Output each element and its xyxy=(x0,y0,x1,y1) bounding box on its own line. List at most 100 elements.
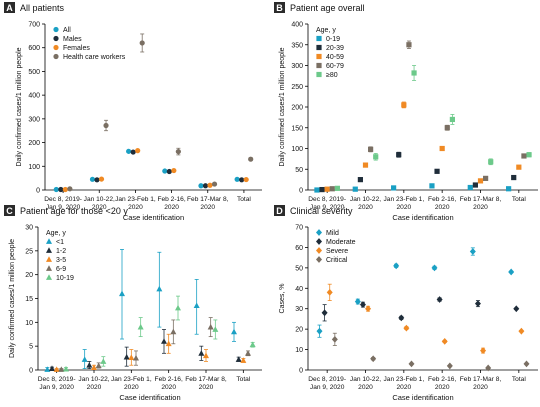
legend-label: Severe xyxy=(326,248,348,255)
x-tick-label: Jan 10-22, xyxy=(350,376,381,383)
data-point xyxy=(431,264,438,272)
data-point xyxy=(49,365,55,371)
panel-b: B Patient age overall 0 50 100 150 200 250 300 35… xyxy=(274,2,538,222)
y-tick-label: 700 xyxy=(28,22,40,29)
legend: All Males Females Health care workers xyxy=(53,26,126,61)
data-point xyxy=(436,296,443,303)
panel-title: Clinical severity xyxy=(290,206,353,216)
panel-title: Patient age for those <20 y xyxy=(20,206,128,216)
legend: Mild Moderate Severe Critical xyxy=(316,229,356,264)
legend-marker xyxy=(316,53,322,60)
data-point xyxy=(483,175,489,181)
data-point xyxy=(243,176,249,183)
y-axis-title: Daily confirmed cases/1 million people xyxy=(9,239,16,358)
data-point xyxy=(53,186,59,193)
y-tick-label: 250 xyxy=(291,84,303,91)
data-point xyxy=(245,350,251,356)
y-tick-label: 30 xyxy=(295,306,303,313)
data-point xyxy=(488,159,494,165)
x-tick-label: Feb 2-16, xyxy=(428,196,456,203)
data-point xyxy=(373,154,379,160)
legend-label: Females xyxy=(63,45,90,52)
series-severe xyxy=(326,283,525,354)
data-point xyxy=(368,146,374,152)
data-point xyxy=(314,187,320,193)
series-critical xyxy=(331,332,530,372)
panel-badge xyxy=(274,205,285,216)
data-point xyxy=(467,184,473,191)
data-point xyxy=(119,290,125,297)
x-tick-label: Jan 23-Feb 1, xyxy=(383,376,424,383)
data-point xyxy=(165,340,172,347)
data-point xyxy=(352,186,358,192)
legend-marker xyxy=(46,265,52,271)
data-point xyxy=(175,304,181,311)
data-point xyxy=(408,360,415,368)
y-tick-label: 0 xyxy=(299,368,303,375)
data-point xyxy=(62,186,68,193)
x-tick-label: 2020 xyxy=(358,384,373,391)
x-tick-label: Feb 17-Mar 8, xyxy=(460,376,502,383)
y-axis-title: Daily confirmed cases/1 million people xyxy=(16,47,23,166)
data-point xyxy=(444,125,450,131)
legend-label: 6-9 xyxy=(56,266,66,273)
legend: Age, y 0-19 20-39 40-59 60-79 ≥80 xyxy=(316,27,344,79)
data-point xyxy=(429,183,435,189)
legend-marker xyxy=(46,238,52,244)
data-point xyxy=(130,149,136,155)
data-point xyxy=(518,327,525,335)
data-point xyxy=(396,152,402,158)
y-tick-label: 5 xyxy=(29,344,33,351)
x-tick-label: 2020 xyxy=(435,204,450,211)
legend-label: <1 xyxy=(56,239,64,246)
series-40-59 xyxy=(324,101,522,192)
data-point xyxy=(521,153,527,159)
data-point xyxy=(58,186,64,193)
data-point xyxy=(44,366,51,372)
y-tick-label: 60 xyxy=(295,245,303,252)
x-axis-title: Case identification xyxy=(392,393,453,402)
data-point xyxy=(128,354,135,361)
data-point xyxy=(523,360,530,368)
x-axis-title: Case identification xyxy=(123,213,184,222)
legend-label: All xyxy=(63,27,71,34)
x-tick-label: Jan 9, 2020 xyxy=(39,384,74,391)
x-tick-label: 2020 xyxy=(200,204,215,211)
x-tick-label: Feb 17-Mar 8, xyxy=(460,196,502,203)
x-tick-label: Jan 23-Feb 1, xyxy=(111,376,152,383)
series-moderate xyxy=(321,296,520,322)
data-point xyxy=(198,350,205,356)
series-6-9 xyxy=(58,317,251,372)
x-axis-title: Case identification xyxy=(392,213,453,222)
y-tick-label: 50 xyxy=(295,265,303,272)
data-point xyxy=(162,168,168,174)
x-tick-label: Jan 10-22, xyxy=(84,196,115,203)
x-tick-label: 2020 xyxy=(358,204,373,211)
data-point xyxy=(207,323,214,330)
panel-d: D Clinical severity 0 10 20 30 40 50 60 70 Dec 8, … xyxy=(274,205,538,402)
legend-title: Age, y xyxy=(46,230,66,237)
data-point xyxy=(391,185,397,191)
data-point xyxy=(359,301,366,309)
legend-label: 60-79 xyxy=(326,63,344,70)
legend-marker xyxy=(316,238,322,245)
x-tick-label: Feb 2-16, xyxy=(157,196,185,203)
series-1-2 xyxy=(49,329,242,371)
x-tick-label: Total xyxy=(512,376,526,383)
x-tick-label: Jan 23-Feb 1, xyxy=(383,196,424,203)
x-tick-label: 2020 xyxy=(396,384,411,391)
x-tick-label: Feb 17-Mar 8, xyxy=(187,196,229,203)
data-point xyxy=(239,177,245,183)
legend-label: 40-59 xyxy=(326,54,344,61)
series-60-79 xyxy=(329,40,527,192)
series-0-19 xyxy=(314,183,512,193)
data-point xyxy=(126,148,132,154)
x-tick-label: 2020 xyxy=(473,204,488,211)
data-point xyxy=(211,181,218,187)
series--1 xyxy=(44,249,237,372)
data-point xyxy=(94,177,100,183)
data-point xyxy=(441,338,448,345)
legend-label: 20-39 xyxy=(326,45,344,52)
